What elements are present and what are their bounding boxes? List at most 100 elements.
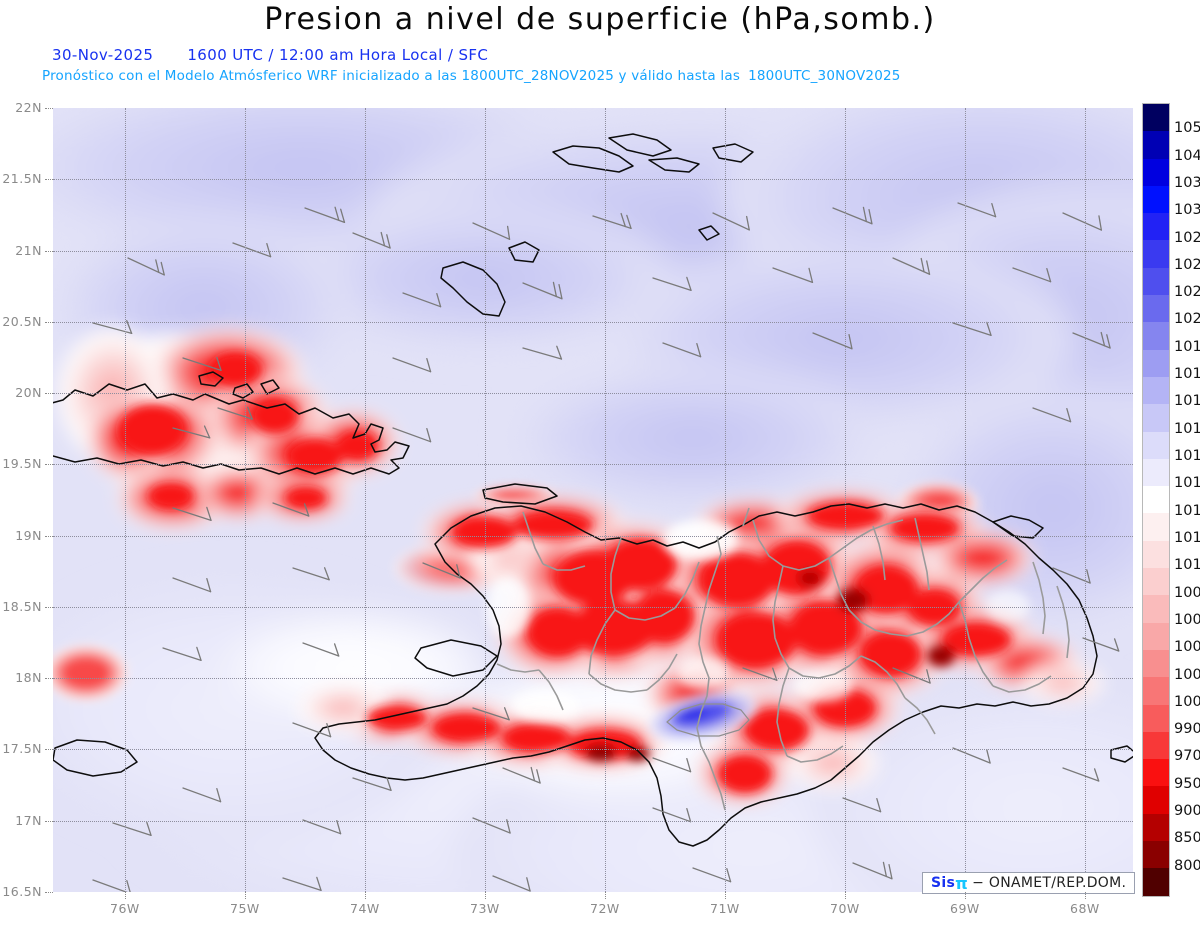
y-axis-label: 20.5N <box>2 313 42 329</box>
colorbar-tick-label: 1002 <box>1174 666 1200 683</box>
colorbar-swatch <box>1143 486 1169 514</box>
colorbar-tick-label: 1012 <box>1174 529 1200 546</box>
x-axis-tick <box>605 892 606 899</box>
x-axis-label: 68W <box>1070 901 1100 916</box>
x-axis-label: 76W <box>110 901 140 916</box>
x-axis-tick <box>845 892 846 899</box>
y-axis-label: 21N <box>15 242 42 258</box>
y-axis-label: 19N <box>15 527 42 543</box>
logo-sis-text: Sis <box>931 875 956 891</box>
colorbar-swatch <box>1143 322 1169 350</box>
x-axis-tick <box>365 892 366 899</box>
forecast-date: 30-Nov-2025 <box>52 46 154 64</box>
pressure-colorbar[interactable] <box>1142 103 1170 897</box>
colorbar-swatch <box>1143 649 1169 678</box>
y-axis-tick <box>45 179 53 181</box>
jamaica-pressure-shading <box>53 645 128 701</box>
colorbar-tick-label: 1030 <box>1174 202 1200 219</box>
colorbar-swatch <box>1143 404 1169 432</box>
colorbar-swatch <box>1143 868 1169 896</box>
colorbar-swatch <box>1143 595 1169 623</box>
run-info-line: 30-Nov-2025 1600 UTC / 12:00 am Hora Loca… <box>52 46 488 64</box>
x-axis-tick <box>725 892 726 899</box>
colorbar-swatch <box>1143 677 1169 705</box>
y-axis-tick <box>45 749 53 751</box>
colorbar-tick-label: 1015 <box>1174 448 1200 465</box>
colorbar-swatch <box>1143 158 1169 186</box>
colorbar-tick-label: 1004 <box>1174 639 1200 656</box>
y-axis-tick <box>45 820 53 822</box>
colorbar-swatch <box>1143 295 1169 323</box>
y-axis-label: 16.5N <box>2 884 42 899</box>
hispaniola-white-gaps <box>486 520 1030 722</box>
colorbar-tick-label: 1010 <box>1174 557 1200 574</box>
colorbar-tick-label: 1018 <box>1174 366 1200 383</box>
colorbar-swatch <box>1143 131 1169 159</box>
x-axis-tick <box>245 892 246 899</box>
colorbar-tick-label: 1035 <box>1174 174 1200 191</box>
y-axis-tick <box>45 535 53 537</box>
colorbar-swatch <box>1143 458 1169 487</box>
colorbar-tick-label: 1028 <box>1174 229 1200 246</box>
colorbar-tick-label: 990 <box>1174 721 1200 738</box>
colorbar-tick-label: 900 <box>1174 803 1200 820</box>
cuba-pressure-cores <box>119 353 378 508</box>
colorbar-tick-label: 1050 <box>1174 120 1200 137</box>
x-axis-label: 70W <box>830 901 860 916</box>
pressure-field-map <box>53 108 1133 892</box>
y-axis-label: 19.5N <box>2 456 42 472</box>
x-axis-label: 72W <box>590 901 620 916</box>
y-axis-tick <box>45 393 53 395</box>
colorbar-tick-label: 1000 <box>1174 693 1200 710</box>
colorbar-tick-label: 800 <box>1174 857 1200 874</box>
colorbar-tick-label: 850 <box>1174 830 1200 847</box>
colorbar-swatch <box>1143 622 1169 650</box>
logo-pi-icon: π <box>955 873 969 893</box>
map-plot-area[interactable] <box>53 108 1133 892</box>
colorbar-swatch <box>1143 540 1169 569</box>
logo-agency-text: − ONAMET/REP.DOM. <box>972 875 1127 891</box>
validity-text: Pronóstico con el Modelo Atmósferico WRF… <box>42 68 741 84</box>
page-title: Presion a nivel de superficie (hPa,somb.… <box>264 2 936 37</box>
x-axis-label: 71W <box>710 901 740 916</box>
colorbar-tick-label: 1006 <box>1174 611 1200 628</box>
y-axis-label: 21.5N <box>2 171 42 187</box>
validity-line: Pronóstico con el Modelo Atmósferico WRF… <box>42 68 901 84</box>
colorbar-tick-label: 1013 <box>1174 502 1200 519</box>
colorbar-swatch <box>1143 568 1169 596</box>
y-axis-tick <box>45 464 53 466</box>
x-axis-tick <box>125 892 126 899</box>
colorbar-swatch <box>1143 431 1169 459</box>
colorbar-tick-label: 1019 <box>1174 338 1200 355</box>
x-axis-label: 74W <box>350 901 380 916</box>
colorbar-swatch <box>1143 267 1169 296</box>
x-axis-label: 69W <box>950 901 980 916</box>
colorbar-swatch <box>1143 759 1169 787</box>
colorbar-tick-label: 1016 <box>1174 420 1200 437</box>
y-axis-tick <box>45 250 53 252</box>
y-axis-label: 18.5N <box>2 598 42 614</box>
y-axis-label: 17.5N <box>2 741 42 757</box>
colorbar-swatch <box>1143 786 1169 814</box>
colorbar-swatch <box>1143 185 1169 214</box>
x-axis-label: 73W <box>470 901 500 916</box>
colorbar-tick-label: 970 <box>1174 748 1200 765</box>
y-axis-label: 17N <box>15 812 42 828</box>
forecast-run-time: 1600 UTC / 12:00 am Hora Local / SFC <box>187 46 489 64</box>
y-axis-label: 18N <box>15 670 42 686</box>
colorbar-swatch <box>1143 349 1169 377</box>
colorbar-swatch <box>1143 513 1169 541</box>
y-axis-tick <box>45 606 53 608</box>
colorbar-tick-label: 1014 <box>1174 475 1200 492</box>
colorbar-tick-label: 950 <box>1174 775 1200 792</box>
colorbar-swatch <box>1143 376 1169 405</box>
y-axis-label: 20N <box>15 385 42 401</box>
x-axis-tick <box>965 892 966 899</box>
x-axis-tick <box>485 892 486 899</box>
y-axis-tick <box>45 892 53 893</box>
colorbar-swatch <box>1143 240 1169 268</box>
attribution-logo: Sis π − ONAMET/REP.DOM. <box>922 872 1136 894</box>
colorbar-tick-label: 1017 <box>1174 393 1200 410</box>
y-axis-tick <box>45 678 53 680</box>
colorbar-swatch <box>1143 213 1169 241</box>
